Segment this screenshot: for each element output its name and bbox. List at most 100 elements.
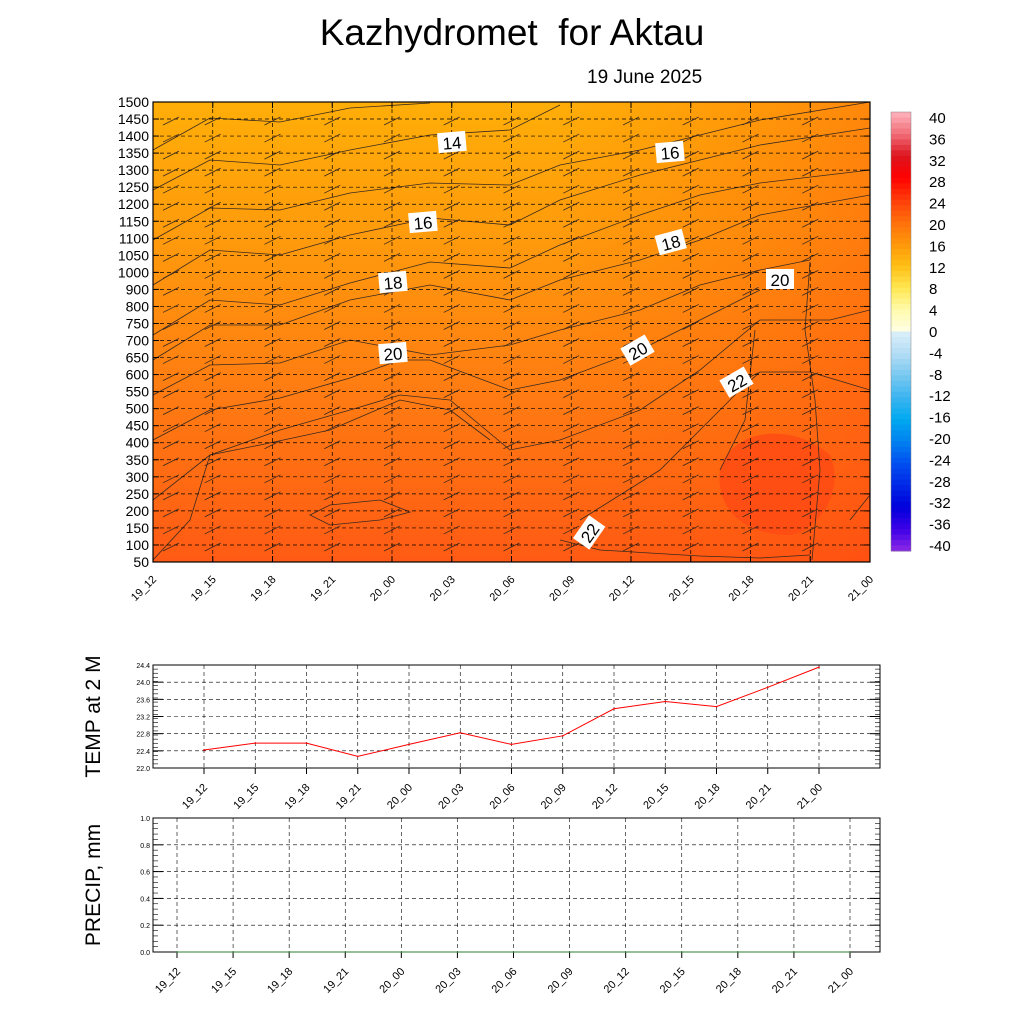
- x-tick-label: 20_09: [546, 966, 576, 996]
- wind-barb: [802, 201, 819, 211]
- y-tick-label: 0.6: [140, 870, 150, 877]
- y-tick-label: 24.0: [136, 680, 150, 687]
- wind-barb: [204, 338, 221, 347]
- wind-barb: [682, 389, 699, 398]
- contour-label: 18: [378, 270, 408, 294]
- x-tick-label: 19_15: [189, 574, 219, 604]
- colorbar-label: 24: [929, 196, 946, 213]
- contour-line: [153, 102, 431, 151]
- colorbar-segment: [891, 117, 911, 124]
- colorbar-segment: [891, 452, 911, 459]
- wind-barb: [742, 321, 759, 330]
- wind-barb: [204, 355, 221, 364]
- wind-barb: [742, 270, 759, 279]
- colorbar-label: 8: [929, 281, 937, 298]
- colorbar-segment: [891, 501, 911, 508]
- wind-barb: [383, 372, 401, 381]
- colorbar-segment: [891, 512, 911, 519]
- wind-barb: [324, 184, 341, 194]
- wind-barb: [622, 201, 640, 211]
- wind-barb: [383, 235, 401, 245]
- wind-barb: [383, 542, 401, 552]
- colorbar-segment: [891, 112, 911, 118]
- x-tick-label: 19_21: [308, 574, 338, 604]
- x-tick-label: 20_15: [641, 782, 671, 812]
- wind-barb: [742, 150, 759, 160]
- wind-barb: [563, 542, 580, 552]
- wind-barb: [204, 235, 221, 245]
- temperature-panel: 24.4 24.0 23.6 23.2 22.8 22.4 22.0 19_12 19_15 19…: [82, 655, 881, 812]
- wind-barb: [443, 355, 460, 364]
- wind-barb: [563, 525, 580, 535]
- colorbar-segment: [891, 347, 911, 354]
- wind-barb: [682, 491, 699, 501]
- colorbar-segment: [891, 529, 911, 536]
- wind-barb: [162, 423, 180, 433]
- y-tick-label: 500: [126, 401, 150, 417]
- data-point: [849, 951, 851, 953]
- wind-barb: [264, 150, 281, 160]
- warm-core-region: [719, 433, 835, 535]
- x-tick-label: 19_18: [249, 574, 279, 604]
- wind-barb: [503, 287, 520, 296]
- colorbar-segment: [891, 490, 911, 497]
- wind-barb: [503, 201, 520, 211]
- y-tick-label: 24.4: [136, 663, 150, 670]
- wind-barb: [264, 167, 281, 177]
- wind-barb: [742, 406, 759, 416]
- wind-barb: [802, 252, 819, 262]
- wind-barb: [324, 508, 341, 518]
- colorbar-segment: [891, 457, 911, 464]
- y-tick-label: 1350: [118, 145, 149, 161]
- y-tick-label: 1000: [118, 264, 149, 280]
- wind-barb: [802, 133, 819, 143]
- wind-barb: [622, 270, 640, 279]
- wind-barb: [682, 133, 699, 143]
- wind-barb: [563, 491, 580, 501]
- wind-barb: [264, 304, 281, 313]
- wind-barb: [742, 355, 759, 364]
- wind-barb: [802, 150, 819, 160]
- wind-barb: [324, 525, 341, 535]
- y-tick-label: 150: [126, 520, 150, 536]
- wind-barb: [162, 304, 180, 313]
- contour-line: [153, 169, 870, 336]
- wind-barb: [682, 372, 699, 381]
- wind-barb: [622, 252, 640, 262]
- data-point: [344, 951, 347, 953]
- wind-barb: [742, 287, 759, 296]
- colorbar-segment: [891, 430, 911, 437]
- data-point: [568, 951, 571, 953]
- wind-barb: [563, 167, 580, 177]
- y-tick-label: 0.2: [140, 923, 150, 930]
- colorbar-label: 0: [929, 324, 937, 341]
- contour-line: [153, 309, 870, 501]
- y-tick-label: 0.8: [140, 843, 150, 850]
- wind-barb: [383, 304, 401, 313]
- wind-barb: [443, 167, 460, 177]
- x-tick-label: 20_21: [744, 782, 774, 812]
- colorbar-segment: [891, 309, 911, 316]
- wind-barb: [162, 440, 180, 450]
- wind-barb: [682, 423, 699, 433]
- colorbar-segment: [891, 172, 911, 179]
- wind-barb: [264, 474, 281, 484]
- contour-label: 20: [378, 341, 408, 365]
- colorbar-segment: [891, 271, 911, 278]
- wind-barb: [802, 235, 819, 245]
- x-tick-label: 19_12: [129, 574, 159, 604]
- wind-barb: [563, 304, 580, 313]
- wind-barb: [443, 116, 460, 126]
- wind-barb: [204, 389, 221, 398]
- colorbar-segment: [891, 375, 911, 382]
- y-tick-label: 750: [126, 315, 150, 331]
- colorbar-segment: [891, 397, 911, 404]
- wind-barb: [682, 304, 699, 313]
- data-point: [510, 743, 513, 746]
- wind-barb: [443, 389, 460, 398]
- contour-label-text: 20: [771, 271, 790, 290]
- wind-barb: [742, 338, 759, 347]
- colorbar-segment: [891, 177, 911, 184]
- wind-barb: [503, 150, 520, 160]
- y-tick-label: 450: [126, 418, 150, 434]
